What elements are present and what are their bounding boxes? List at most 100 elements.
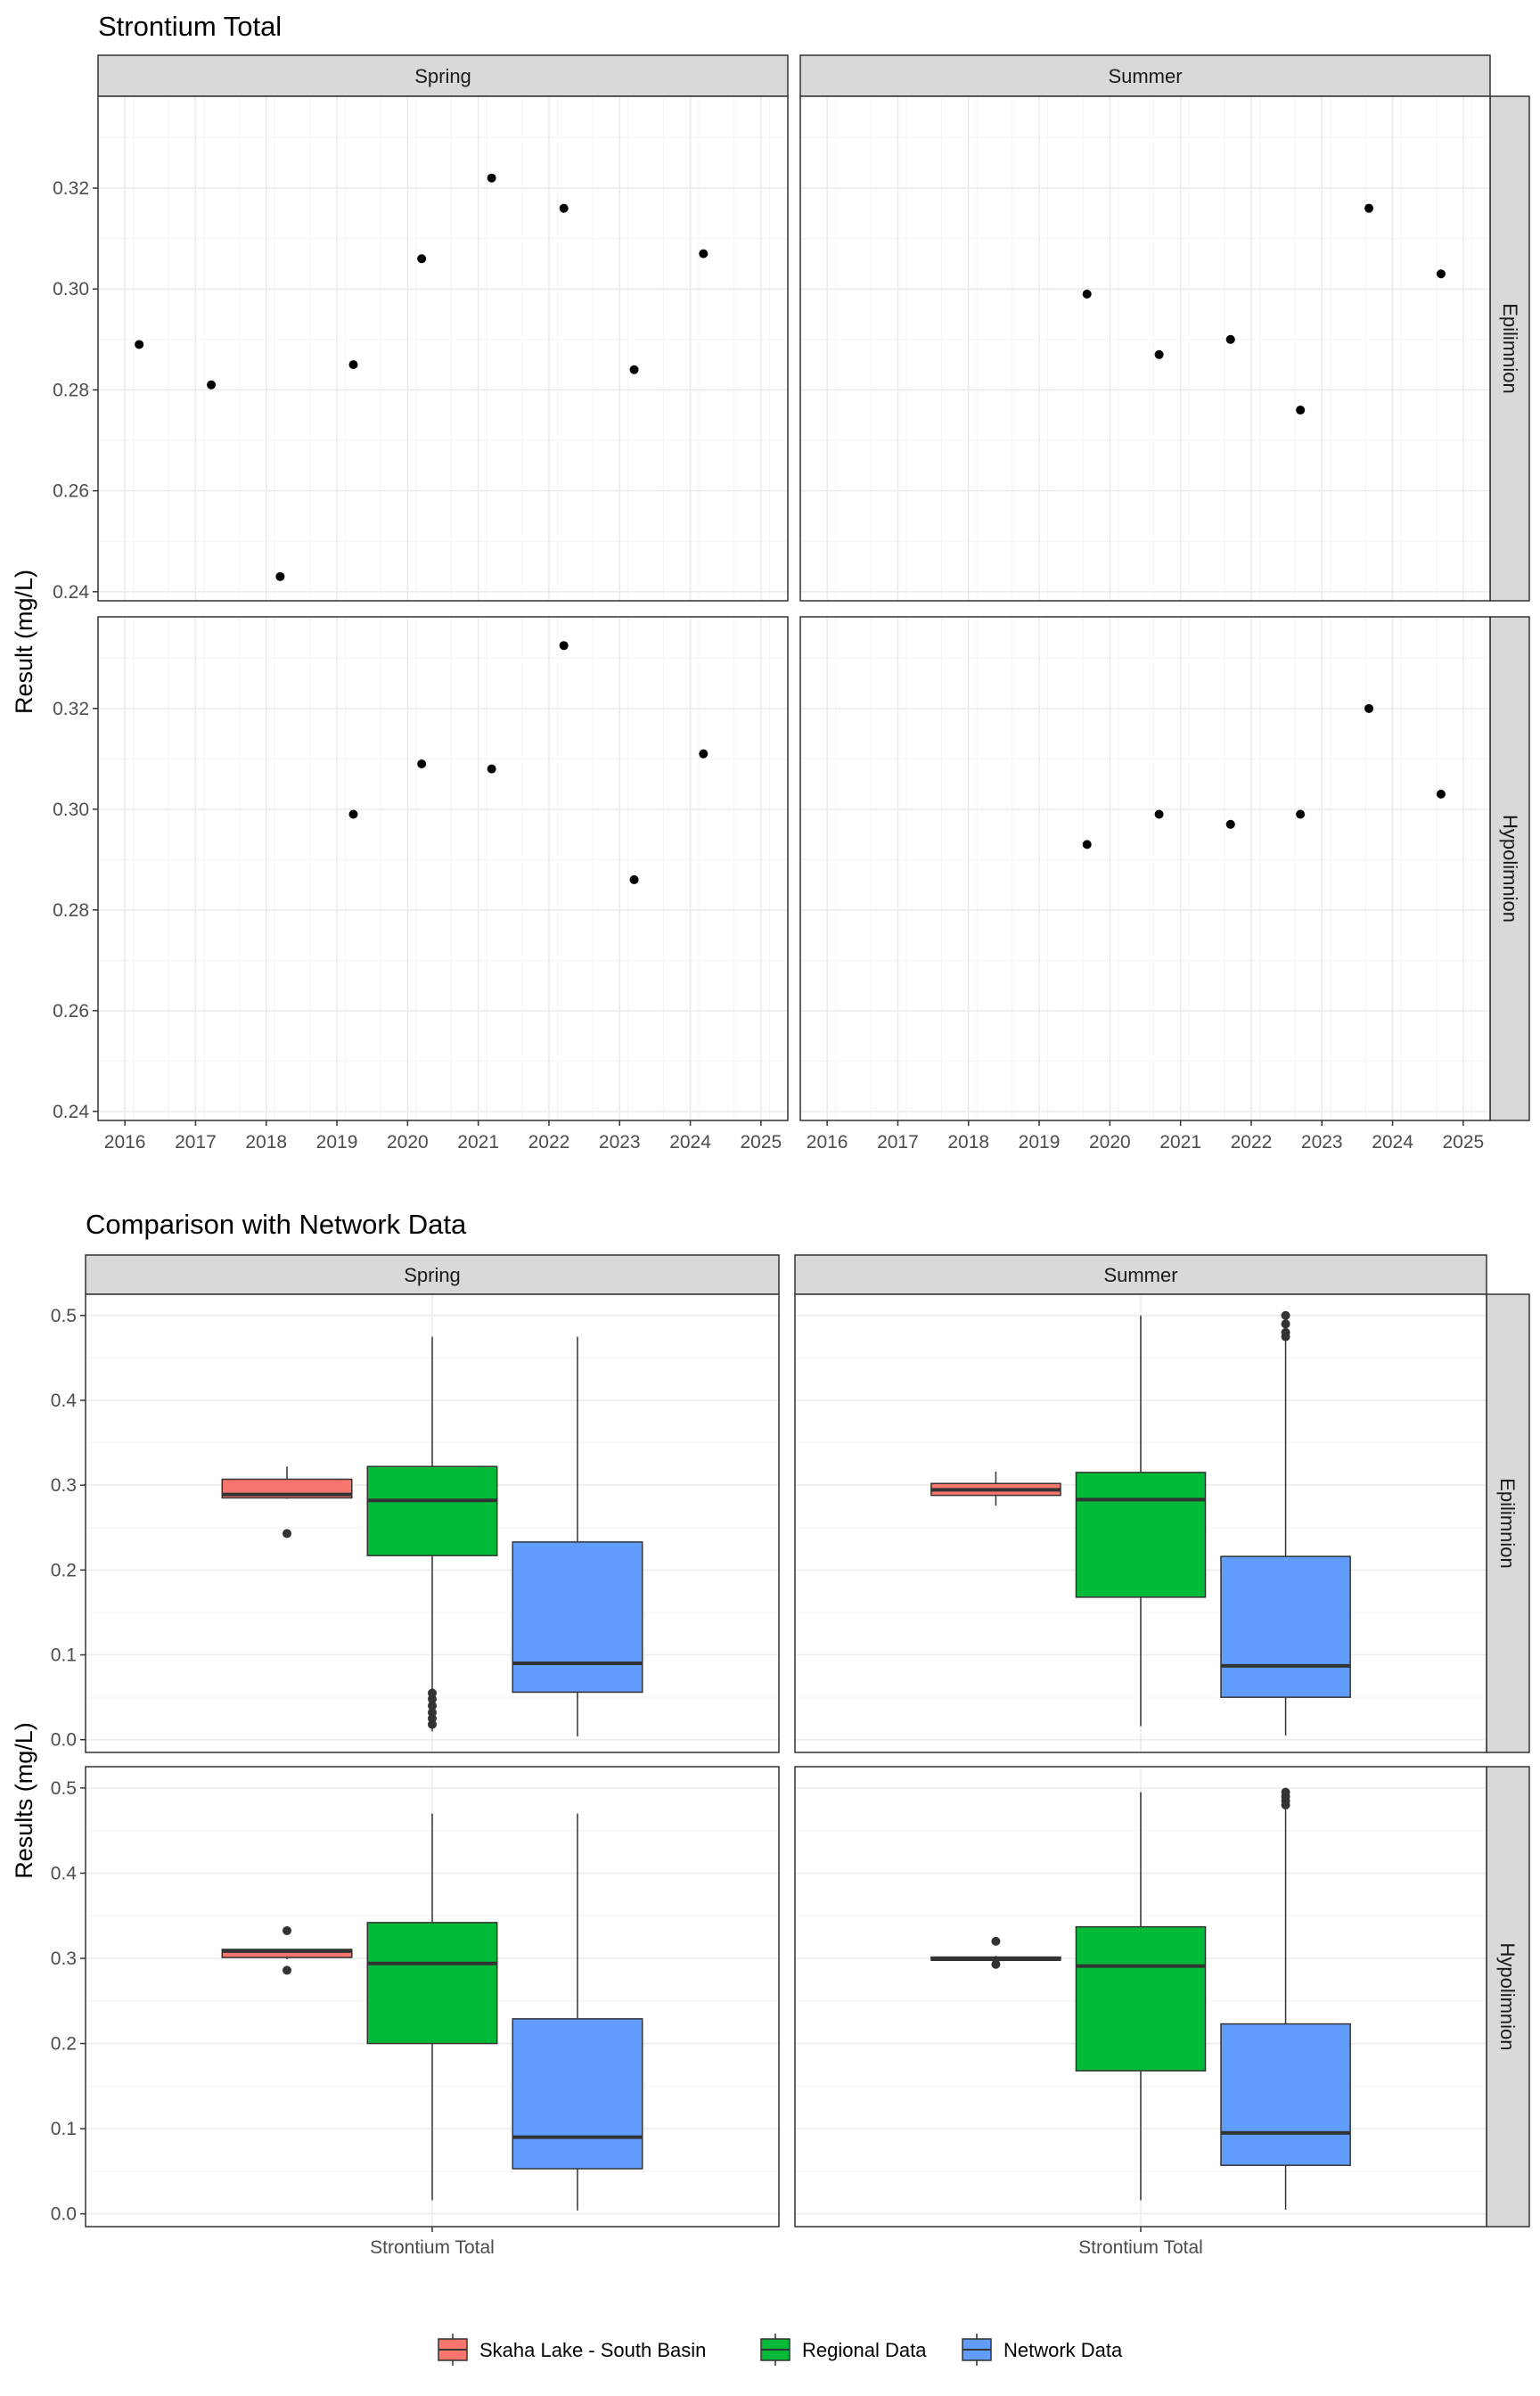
panel-border — [97, 95, 789, 602]
data-point — [1296, 809, 1306, 819]
data-point — [1225, 334, 1235, 344]
legend-label: Skaha Lake - South Basin — [479, 2339, 706, 2361]
chart-2-y-axis-label: Results (mg/L) — [11, 1722, 37, 1879]
panel-background — [800, 617, 1490, 1120]
data-point — [487, 173, 496, 183]
x-tick-label: 2017 — [877, 1132, 919, 1153]
panel-border — [85, 1293, 780, 1753]
legend-label: Network Data — [1003, 2339, 1123, 2361]
box-body — [1220, 1555, 1351, 1698]
chart-1-y-axis-label: Result (mg/L) — [11, 570, 37, 714]
facet-strip-label-hypolimnion: Hypolimnion — [1499, 815, 1521, 923]
box-skaha — [221, 1466, 353, 1539]
box-skaha — [930, 1471, 1061, 1506]
box-network — [512, 1813, 643, 2211]
y-tick-label: 0.26 — [53, 1001, 89, 1022]
box-outlier — [991, 1936, 1001, 1946]
box-outlier — [428, 1701, 437, 1711]
box-outlier — [283, 1965, 292, 1975]
box-body — [1075, 1925, 1207, 2072]
y-tick-label: 0.0 — [51, 1730, 77, 1751]
panel-background — [98, 96, 788, 601]
x-tick-label: 2023 — [1301, 1132, 1343, 1153]
data-point — [1154, 349, 1164, 359]
chart-1-facet-grid: Spring Summer Epilimnion Hypolimnion 0.24 0.2… — [53, 54, 1530, 1153]
y-tick-label: 0.28 — [53, 900, 89, 921]
data-point — [559, 641, 569, 651]
x-tick-label: 2016 — [104, 1132, 146, 1153]
y-tick-label: 0.30 — [53, 800, 89, 820]
data-point — [1436, 269, 1446, 279]
x-tick-label: 2019 — [1019, 1132, 1061, 1153]
y-tick-label: 0.26 — [53, 481, 89, 502]
box-regional — [1075, 1792, 1207, 2201]
x-tick-label: 2020 — [1089, 1132, 1131, 1153]
y-tick-label: 0.3 — [51, 1949, 77, 1969]
data-point — [699, 249, 709, 258]
x-tick-label: 2016 — [807, 1132, 848, 1153]
box-skaha — [930, 1936, 1061, 1969]
box-outlier — [283, 1925, 292, 1935]
facet-strip-label-summer: Summer — [1108, 65, 1182, 87]
facet-strip-spring — [85, 1254, 780, 1295]
x-tick-label: Strontium Total — [370, 2237, 495, 2258]
data-point — [487, 764, 496, 774]
facet-strip-label-summer: Summer — [1103, 1264, 1177, 1286]
facet-strip-summer — [794, 1254, 1487, 1295]
x-tick-label: 2019 — [316, 1132, 358, 1153]
box-outlier — [1281, 1327, 1290, 1337]
y-tick-label: 0.1 — [51, 1645, 77, 1666]
box-outlier — [1281, 1319, 1290, 1329]
chart-2-title: Comparison with Network Data — [86, 1209, 467, 1240]
box-network — [512, 1336, 643, 1736]
y-tick-label: 0.30 — [53, 279, 89, 300]
data-point — [348, 360, 358, 370]
box-outlier — [428, 1708, 437, 1718]
panel-background — [800, 96, 1490, 601]
panel-spring-hypolimnion — [85, 1766, 780, 2228]
y-tick-label: 0.4 — [51, 1863, 78, 1883]
x-tick-label: 2023 — [599, 1132, 641, 1153]
data-point — [1082, 840, 1092, 849]
data-point — [699, 749, 709, 759]
data-point — [417, 254, 427, 264]
box-outlier — [428, 1688, 437, 1698]
panel-border — [799, 95, 1491, 602]
box-body — [1220, 2023, 1351, 2166]
facet-strip-label-epilimnion: Epilimnion — [1499, 303, 1521, 394]
x-tick-label: 2025 — [741, 1132, 782, 1153]
legend: Skaha Lake - South Basin Regional Data Net… — [438, 2334, 1123, 2366]
facet-strip-label-spring: Spring — [414, 65, 471, 87]
x-tick-label: 2022 — [528, 1132, 570, 1153]
data-point — [417, 759, 427, 768]
panel-background — [98, 617, 788, 1120]
facet-strip-epilimnion — [1489, 95, 1530, 602]
chart-1-title: Strontium Total — [98, 11, 282, 42]
data-point — [348, 809, 358, 819]
x-tick-label: 2021 — [1159, 1132, 1201, 1153]
data-point — [207, 380, 217, 390]
y-tick-label: 0.32 — [53, 178, 89, 199]
panel-border — [97, 616, 789, 1121]
data-point — [1296, 406, 1306, 415]
data-point — [135, 340, 144, 349]
data-point — [559, 203, 569, 213]
data-point — [1154, 809, 1164, 819]
facet-strip-summer — [799, 54, 1491, 97]
panel-summer-epilimnion — [794, 1293, 1487, 1753]
x-tick-label: 2024 — [1372, 1132, 1413, 1153]
panel-summer-hypolimnion — [794, 1766, 1487, 2228]
data-point — [629, 874, 639, 884]
panel-spring-hypolimnion — [97, 616, 789, 1121]
facet-strip-label-epilimnion: Epilimnion — [1496, 1478, 1519, 1569]
legend-entry-regional: Regional Data — [760, 2334, 927, 2366]
box-regional — [1075, 1315, 1207, 1727]
box-regional — [366, 1813, 498, 2201]
legend-label: Regional Data — [802, 2339, 927, 2361]
legend-entry-skaha: Skaha Lake - South Basin — [438, 2334, 706, 2366]
y-tick-label: 0.0 — [51, 2204, 77, 2225]
box-outlier — [991, 1959, 1001, 1969]
x-tick-label: 2022 — [1231, 1132, 1273, 1153]
y-tick-label: 0.32 — [53, 699, 89, 719]
